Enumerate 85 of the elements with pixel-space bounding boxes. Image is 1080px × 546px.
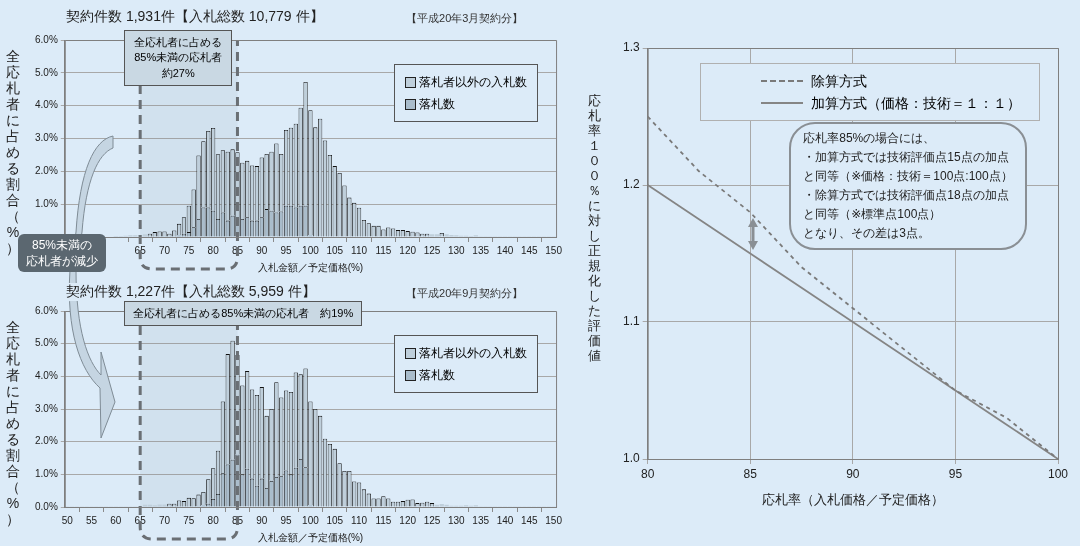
y-tick-label: 1.0	[622, 451, 640, 466]
x-tick-label: 150	[545, 514, 563, 526]
x-tick-label: 130	[448, 514, 466, 526]
x-tick-label: 110	[351, 514, 368, 526]
y-tick-label: 3.0%	[35, 402, 58, 414]
x-tick-label: 105	[326, 514, 344, 526]
chart-subtitle: 【平成20年3月契約分】	[406, 11, 524, 26]
y-tick-label: 3.0%	[35, 132, 58, 144]
x-tick-label: 135	[472, 244, 490, 256]
band-label: 全応札者に占める85%未満の応札者約27%	[124, 30, 233, 87]
x-tick-label: 125	[423, 244, 441, 256]
y-tick-label: 5.0%	[35, 66, 58, 78]
x-tick-label: 75	[183, 244, 195, 256]
legend-label: 落札者以外の入札数	[419, 345, 528, 362]
legend-label: 落札数	[419, 367, 456, 384]
x-tick-label: 70	[158, 244, 171, 256]
x-tick-label: 100	[302, 244, 320, 256]
y-tick-label: 6.0%	[35, 33, 58, 45]
x-axis-title: 入札金額／予定価格(%)	[257, 261, 364, 273]
y-tick-label: 1.0%	[35, 197, 58, 209]
x-tick-label: 135	[472, 514, 490, 526]
x-tick-label: 125	[423, 514, 441, 526]
y-tick-label: 2.0%	[35, 165, 58, 177]
x-tick-label: 90	[256, 514, 268, 526]
x-tick-label: 65	[134, 514, 147, 526]
x-tick-label: 110	[351, 244, 368, 256]
legend-label: 除算方式	[811, 72, 867, 91]
x-tick-label: 140	[496, 514, 514, 526]
legend-label: 落札者以外の入札数	[419, 74, 528, 91]
text: 応札者が減少	[26, 253, 98, 270]
legend-label: 加算方式（価格：技術＝１：１）	[811, 94, 1021, 113]
x-tick-label: 95	[948, 466, 963, 481]
y-tick-label: 4.0%	[35, 370, 58, 382]
x-axis-title: 入札金額／予定価格(%)	[257, 531, 364, 543]
x-tick-label: 80	[207, 244, 220, 256]
text: 85%未満の	[31, 237, 93, 254]
x-tick-label: 130	[448, 244, 466, 256]
y-tick-label: 1.2	[622, 177, 640, 192]
y-tick-label: 1.0%	[35, 468, 58, 480]
annotation: と同等（※標準点100点）	[803, 205, 943, 223]
annotation: ・除算方式では技術評価点18点の加点	[803, 186, 1010, 204]
x-tick-label: 120	[399, 244, 417, 256]
y-tick-label: 1.3	[622, 40, 640, 55]
chart-subtitle: 【平成20年9月契約分】	[406, 286, 524, 301]
x-tick-label: 115	[375, 514, 392, 526]
annotation: と同等（※価格：技術＝100点:100点）	[803, 167, 1013, 185]
x-axis-title: 応札率（入札価格／予定価格）	[761, 491, 944, 507]
x-tick-label: 75	[183, 514, 195, 526]
x-tick-label: 55	[85, 514, 98, 526]
x-tick-label: 50	[61, 514, 74, 526]
y-tick-label: 6.0%	[35, 304, 58, 316]
x-tick-label: 145	[520, 514, 539, 526]
y-tick-label: 1.1	[622, 314, 640, 329]
x-tick-label: 100	[1047, 466, 1069, 481]
x-tick-label: 100	[302, 514, 320, 526]
text: 全応札者に占める割合（%）	[6, 48, 20, 256]
x-tick-label: 90	[256, 244, 268, 256]
x-tick-label: 85	[743, 466, 758, 481]
x-tick-label: 70	[158, 514, 171, 526]
x-tick-label: 150	[545, 244, 563, 256]
annotation: 応札率85%の場合には、	[803, 129, 937, 147]
x-tick-label: 65	[134, 244, 147, 256]
annotation: ・加算方式では技術評価点15点の加点	[803, 148, 1010, 166]
x-tick-label: 140	[496, 244, 514, 256]
y-tick-label: 2.0%	[35, 435, 58, 447]
y-tick-label: 0.0%	[35, 500, 58, 512]
text: 応札率１００％に対し正規化した評価値	[588, 93, 601, 363]
legend-label: 落札数	[419, 96, 456, 113]
annotation: となり、その差は3点。	[803, 224, 931, 242]
x-tick-label: 105	[326, 244, 344, 256]
y-tick-label: 4.0%	[35, 99, 58, 111]
text: 全応札者に占める割合（%）	[6, 319, 20, 527]
x-tick-label: 80	[641, 466, 655, 481]
chart-title: 契約件数 1,931件【入札総数 10,779 件】	[66, 8, 324, 26]
x-tick-label: 145	[520, 244, 539, 256]
x-tick-label: 60	[110, 514, 122, 526]
x-tick-label: 80	[207, 514, 220, 526]
chart-title: 契約件数 1,227件【入札総数 5,959 件】	[66, 283, 316, 301]
band-label: 全応札者に占める85%未満の応札者 約19%	[124, 301, 363, 327]
x-tick-label: 120	[399, 514, 417, 526]
x-tick-label: 115	[375, 244, 392, 256]
x-tick-label: 90	[846, 466, 860, 481]
y-tick-label: 5.0%	[35, 337, 58, 349]
x-tick-label: 95	[280, 514, 293, 526]
x-tick-label: 95	[280, 244, 293, 256]
